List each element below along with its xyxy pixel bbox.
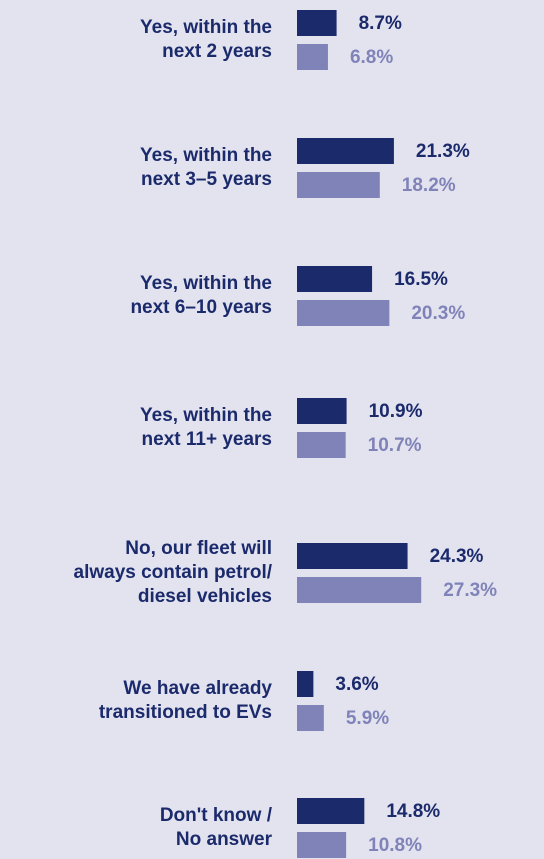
category-label: transitioned to EVs [99, 702, 272, 723]
value-label: 6.8% [350, 47, 393, 68]
value-label: 20.3% [411, 303, 465, 324]
value-label: 10.9% [369, 401, 423, 422]
value-label: 10.8% [368, 835, 422, 856]
category-label: Yes, within the [140, 145, 272, 166]
bar [297, 577, 422, 603]
value-label: 27.3% [443, 580, 497, 601]
bar [297, 266, 373, 292]
category-label: diesel vehicles [138, 586, 272, 607]
value-label: 18.2% [402, 175, 456, 196]
bar [297, 832, 347, 858]
bar [297, 44, 328, 70]
bar [297, 172, 380, 198]
category-label: No answer [176, 829, 273, 850]
bar [297, 671, 314, 697]
category-label: next 2 years [162, 41, 272, 62]
bar [297, 138, 394, 164]
value-label: 16.5% [394, 269, 448, 290]
category-label: No, our fleet will [125, 538, 272, 559]
category-label: Don't know / [160, 805, 273, 826]
category-label: always contain petrol/ [74, 562, 273, 583]
value-label: 14.8% [386, 801, 440, 822]
value-label: 21.3% [416, 141, 470, 162]
category-label: Yes, within the [140, 405, 272, 426]
category-label: Yes, within the [140, 273, 272, 294]
category-label: Yes, within the [140, 17, 272, 38]
category-label: We have already [123, 678, 272, 699]
value-label: 8.7% [359, 13, 402, 34]
bar [297, 300, 390, 326]
bar [297, 432, 346, 458]
value-label: 3.6% [335, 674, 378, 695]
bar [297, 543, 408, 569]
category-label: next 11+ years [142, 429, 272, 450]
category-label: next 6–10 years [130, 297, 272, 318]
category-label: next 3–5 years [141, 169, 272, 190]
value-label: 24.3% [430, 546, 484, 567]
bar [297, 798, 365, 824]
value-label: 10.7% [368, 435, 422, 456]
bar [297, 10, 337, 36]
value-label: 5.9% [346, 708, 389, 729]
bar [297, 398, 347, 424]
bar [297, 705, 324, 731]
